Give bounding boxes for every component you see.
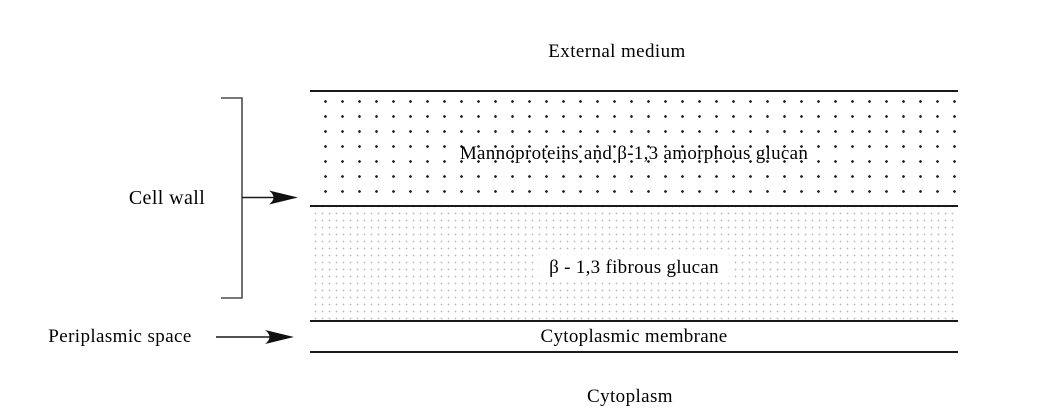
cell-wall-bracket	[221, 97, 243, 299]
periplasmic-arrowhead-icon	[265, 330, 294, 344]
layer-amorphous-glucan: Mannoproteins and β-1,3 amorphous glucan	[310, 90, 958, 207]
cell-wall-label: Cell wall	[128, 187, 206, 209]
external-medium-label: External medium	[548, 41, 686, 62]
layer-fibrous-glucan: β - 1,3 fibrous glucan	[310, 207, 958, 322]
periplasmic-space-label: Periplasmic space	[48, 326, 192, 347]
cytoplasmic-membrane-label: Cytoplasmic membrane	[540, 325, 728, 347]
amorphous-glucan-label: Mannoproteins and β-1,3 amorphous glucan	[459, 142, 809, 164]
layer-cytoplasmic-membrane: Cytoplasmic membrane	[310, 322, 958, 353]
cell-wall-arrowhead-icon	[269, 190, 298, 205]
cytoplasm-label: Cytoplasm	[587, 386, 673, 407]
fibrous-glucan-label: β - 1,3 fibrous glucan	[539, 254, 729, 281]
membrane-layer-stack: Mannoproteins and β-1,3 amorphous glucan…	[310, 90, 958, 353]
